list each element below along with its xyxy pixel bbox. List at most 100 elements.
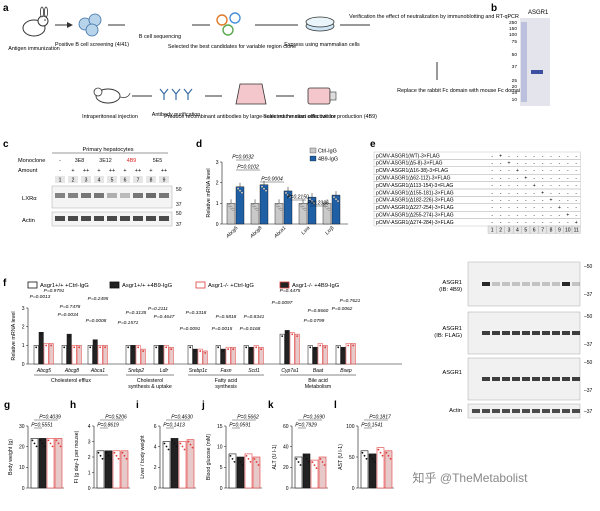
actin-band bbox=[55, 216, 65, 221]
f-bar bbox=[202, 350, 208, 365]
step-selected-candidates: Selected the best candidates for variabl… bbox=[168, 44, 296, 50]
construct-cell: - bbox=[567, 176, 569, 182]
amount-cell: + bbox=[123, 168, 126, 174]
panel-i: i 0 2 4 6 Liver / body weight P=0.4630 P=0.1413 bbox=[136, 400, 196, 492]
e-band bbox=[512, 282, 520, 286]
construct-cell: - bbox=[550, 213, 552, 219]
panel-letter-d: d bbox=[196, 139, 202, 150]
lane-box bbox=[81, 176, 91, 183]
construct-cell: - bbox=[500, 176, 502, 182]
f-ytick: 3 bbox=[22, 306, 25, 312]
construct-cell: - bbox=[508, 190, 510, 196]
lane-box bbox=[55, 176, 65, 183]
f-point bbox=[142, 350, 145, 352]
panel-k: k 0 20 40 60 ALT (U l-1) P=0.1690 P=0.7929 bbox=[268, 400, 328, 492]
f-point bbox=[296, 335, 299, 338]
f-point bbox=[217, 346, 220, 349]
b-cell-icon bbox=[78, 13, 102, 37]
mw-37: 37 bbox=[176, 202, 182, 208]
e-band bbox=[542, 331, 550, 335]
construct-cell: - bbox=[533, 190, 535, 196]
e-band bbox=[482, 331, 490, 335]
construct-cell: - bbox=[542, 176, 544, 182]
ylabel-g: Body weight (g) bbox=[8, 439, 14, 475]
panel-letter-c: c bbox=[3, 139, 9, 150]
bar-k bbox=[294, 456, 303, 489]
e-band bbox=[492, 282, 500, 286]
panel-letter-j: j bbox=[201, 400, 205, 411]
construct-cell: - bbox=[525, 183, 527, 189]
f-point bbox=[232, 348, 235, 351]
f-pvalue: P=0.0168 bbox=[240, 326, 261, 332]
panel-letter-e: e bbox=[370, 139, 376, 150]
lane-box bbox=[68, 176, 78, 183]
f-bar bbox=[289, 332, 295, 365]
d-legend-label: Ctrl-IgG bbox=[318, 149, 337, 155]
bar-l bbox=[360, 450, 369, 489]
d-pvalue: P=0.0102 bbox=[237, 165, 259, 171]
lxra-label: LXRα bbox=[22, 196, 37, 202]
e-band bbox=[482, 377, 490, 381]
lane-number: 6 bbox=[124, 178, 127, 184]
construct-cell: - bbox=[559, 183, 561, 189]
amount-cell: + bbox=[71, 168, 74, 174]
construct-cell: - bbox=[559, 190, 561, 196]
actin-band bbox=[133, 216, 143, 221]
construct-cell: - bbox=[542, 198, 544, 204]
construct-cell: + bbox=[575, 220, 578, 226]
bar-l bbox=[384, 450, 393, 489]
lxra-bands bbox=[55, 193, 169, 198]
e-band bbox=[572, 331, 580, 335]
f-point bbox=[227, 348, 230, 351]
step-antibody-purification: Antibody purification bbox=[152, 112, 201, 118]
construct-cell: - bbox=[525, 220, 527, 226]
construct-cell: - bbox=[575, 161, 577, 167]
step-replace-fc: Replace the rabbit Fc domain with mouse … bbox=[397, 88, 523, 94]
f-point bbox=[204, 352, 207, 354]
f-bar bbox=[168, 346, 174, 365]
plasmid-icon bbox=[216, 12, 241, 36]
bar-j bbox=[244, 453, 253, 489]
construct-cell: - bbox=[567, 161, 569, 167]
f-bar bbox=[307, 345, 313, 365]
construct-cell: - bbox=[491, 176, 493, 182]
f-bar bbox=[38, 332, 44, 365]
f-ytick: 0 bbox=[22, 362, 25, 368]
f-point bbox=[94, 340, 97, 343]
e-band bbox=[502, 282, 510, 286]
ytick-l: 100 bbox=[346, 424, 355, 430]
f-bar bbox=[197, 348, 203, 365]
step-b-cell-sequencing: B cell sequencing bbox=[139, 34, 181, 40]
e-band bbox=[542, 282, 550, 286]
construct-cell: - bbox=[575, 176, 577, 182]
panel-e: e pCMV-ASGR1(WT)-3×FLAG - + - - - - - - - - -pCMV-A… bbox=[370, 139, 593, 419]
f-point bbox=[347, 344, 350, 347]
e-blot-label: ASGR1 (IB: 4B9) bbox=[439, 280, 462, 293]
f-bar bbox=[335, 345, 341, 365]
construct-cell: - bbox=[491, 205, 493, 211]
gel-marker-25: 25 bbox=[512, 78, 518, 84]
antibody-icon bbox=[159, 88, 193, 100]
bar-g bbox=[38, 438, 47, 489]
construct-cell: - bbox=[575, 190, 577, 196]
ylabel-i: Liver / body weight bbox=[140, 435, 146, 479]
pvalue2-g: P=0.5551 bbox=[31, 423, 53, 429]
pvalue1-g: P=0.4039 bbox=[39, 415, 61, 421]
construct-cell: - bbox=[517, 161, 519, 167]
construct-label: pCMV-ASGR1(Δ62-112)-3×FLAG bbox=[376, 176, 451, 182]
e-band bbox=[512, 331, 520, 335]
ylabel-l: AST (U l-1) bbox=[338, 444, 344, 470]
panel-g: g 0 10 20 30 Body weight (g) P=0.4039 P=0.5551 bbox=[4, 400, 64, 492]
e-band bbox=[492, 377, 500, 381]
e-band bbox=[542, 377, 550, 381]
large-culture-icon bbox=[235, 83, 267, 105]
d-pvalue: P=0.0032 bbox=[232, 155, 254, 161]
lxra-band bbox=[107, 193, 117, 198]
e-band bbox=[522, 331, 530, 335]
d-xtick: Abcg8 bbox=[248, 225, 263, 240]
e-band bbox=[512, 377, 520, 381]
amount-cell: - bbox=[59, 168, 61, 174]
f-ytick: 1 bbox=[22, 343, 25, 349]
construct-cell: - bbox=[500, 213, 502, 219]
